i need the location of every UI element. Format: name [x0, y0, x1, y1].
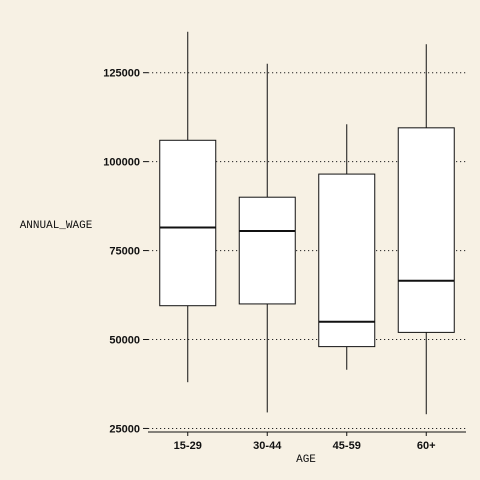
y-tick-label-125000: 125000 — [103, 68, 140, 80]
box-iqr — [397, 127, 455, 333]
x-tick-label-30-44: 30-44 — [253, 440, 282, 452]
y-axis: 25000 50000 75000 100000 125000 — [103, 68, 148, 435]
box-iqr — [159, 139, 217, 307]
box-iqr — [318, 173, 376, 348]
box-iqr — [238, 196, 296, 305]
y-tick-label-75000: 75000 — [109, 246, 140, 258]
y-tick-label-50000: 50000 — [109, 335, 140, 347]
y-axis-title: ANNUAL_WAGE — [20, 220, 93, 232]
y-tick-label-25000: 25000 — [109, 423, 140, 435]
x-tick-label-60+: 60+ — [417, 440, 436, 452]
y-tick-label-100000: 100000 — [103, 157, 140, 169]
box-60+ — [397, 44, 455, 415]
x-tick-label-15-29: 15-29 — [174, 440, 202, 452]
x-axis-title: AGE — [296, 454, 316, 466]
x-tick-label-45-59: 45-59 — [333, 440, 361, 452]
x-axis: 15-29 30-44 45-59 60+ — [148, 431, 466, 452]
boxes — [159, 31, 455, 415]
box-15-29 — [159, 31, 217, 383]
box-45-59 — [318, 124, 376, 370]
box-30-44 — [238, 63, 296, 413]
